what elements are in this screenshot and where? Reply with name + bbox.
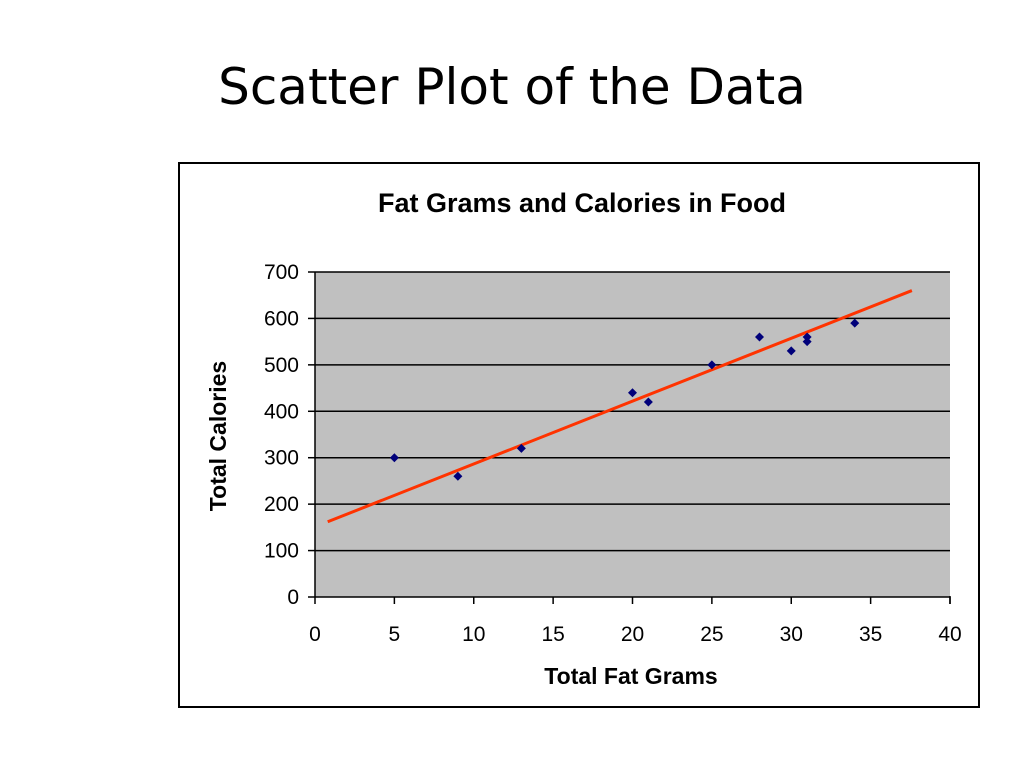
data-point	[802, 332, 812, 342]
data-point	[453, 471, 463, 481]
data-points	[389, 318, 860, 481]
slide-title: Scatter Plot of the Data	[218, 58, 806, 116]
y-tick-label: 600	[264, 307, 299, 330]
data-point	[643, 397, 653, 407]
data-point	[786, 346, 796, 356]
plot-area	[315, 272, 950, 597]
y-tick-label: 300	[264, 447, 299, 470]
x-tick-label: 20	[621, 623, 644, 646]
chart-title: Fat Grams and Calories in Food	[378, 188, 786, 218]
y-tick-label: 200	[264, 493, 299, 516]
y-tick-label: 400	[264, 400, 299, 423]
x-tick-label: 5	[389, 623, 401, 646]
y-tick-label: 700	[264, 261, 299, 284]
x-tick-label: 35	[859, 623, 882, 646]
scatter-chart: Fat Grams and Calories in Food 010020030…	[205, 188, 962, 689]
x-tick-label: 40	[938, 623, 961, 646]
axes	[308, 271, 951, 604]
x-tick-label: 0	[309, 623, 321, 646]
data-point	[755, 332, 764, 342]
x-axis-title: Total Fat Grams	[544, 663, 717, 689]
y-tick-label: 500	[264, 354, 299, 377]
trendline	[327, 289, 913, 524]
y-tick-label: 0	[287, 586, 299, 609]
data-point	[389, 453, 399, 463]
x-tick-labels: 0 5 10 15 20 25 30 35 40	[309, 623, 962, 646]
x-tick-label: 10	[462, 623, 485, 646]
x-tick-label: 30	[780, 623, 803, 646]
data-point	[707, 360, 717, 370]
x-tick-label: 25	[700, 623, 723, 646]
y-tick-labels: 0 100 200 300 400 500 600 700	[264, 261, 299, 609]
data-point	[850, 318, 860, 328]
y-tick-label: 100	[264, 540, 299, 563]
data-point	[516, 443, 526, 453]
x-tick-label: 15	[541, 623, 564, 646]
chart-frame: Fat Grams and Calories in Food 0 100 200 30…	[178, 162, 980, 708]
data-point	[802, 337, 812, 347]
y-axis-title: Total Calories	[205, 361, 231, 511]
data-point	[628, 388, 637, 398]
